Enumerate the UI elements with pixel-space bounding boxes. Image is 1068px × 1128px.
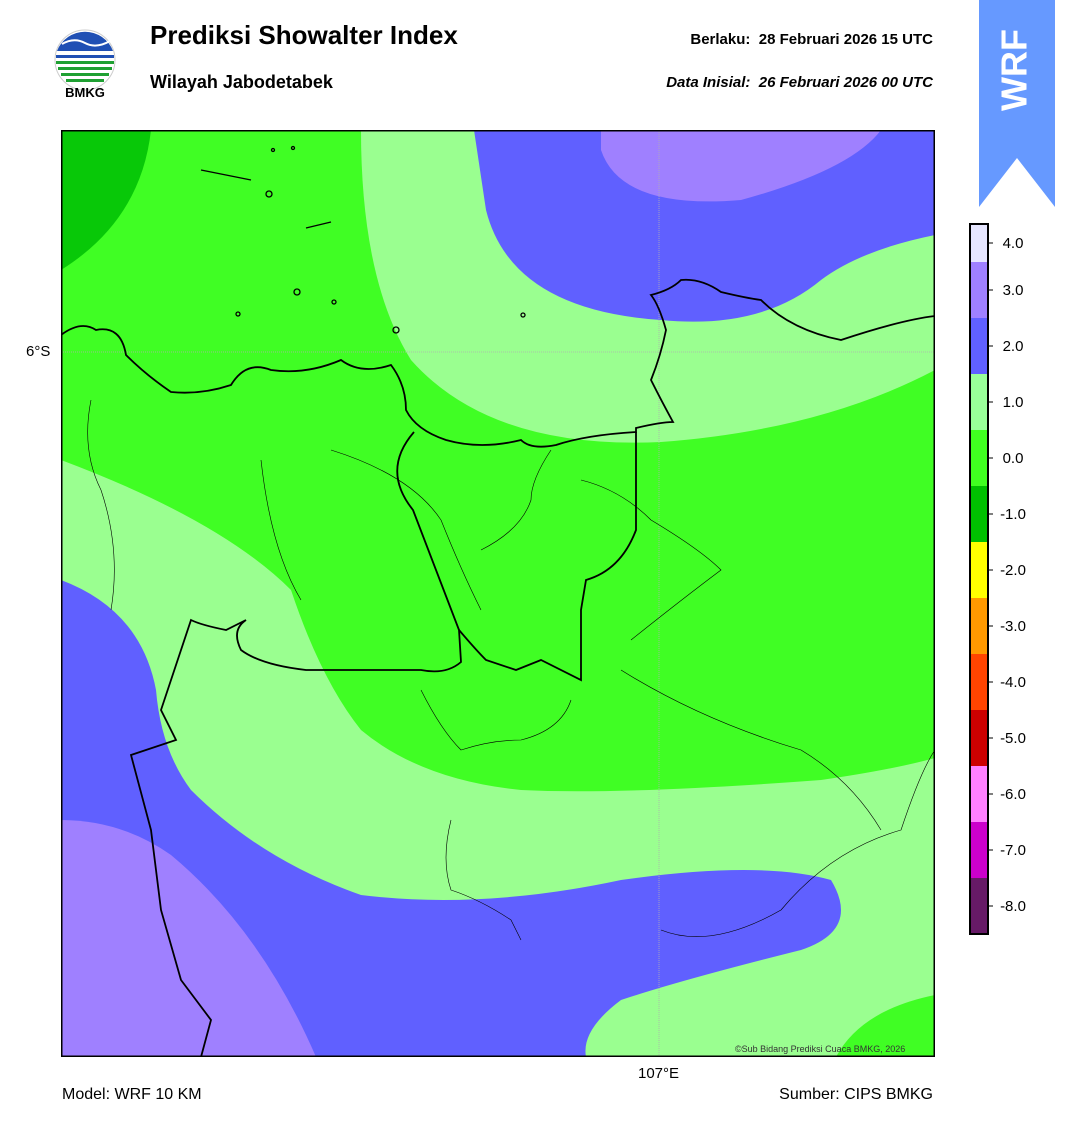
wrf-badge: WRF [979,0,1055,207]
colorbar-tick-label: -6.0 [1000,786,1026,803]
thousand-islands [200,145,526,334]
district-borders [87,399,935,941]
showalter-map [61,130,935,1057]
valid-value: 28 Februari 2026 15 UTC [758,31,933,48]
colorbar-segment [970,542,988,598]
colorbar-tick-label: -5.0 [1000,730,1026,747]
colorbar-tick-label: 3.0 [1003,282,1024,299]
colorbar-tick-label: 2.0 [1003,338,1024,355]
init-time: Data Inisial: 26 Februari 2026 00 UTC [666,74,933,91]
field-dark-green [61,130,151,270]
colorbar-segment [970,262,988,318]
colorbar: 4.0 3.0 2.0 1.0 0.0 -1.0 -2.0 -3.0 -4.0 -5.0 -6.0 -… [969,223,1026,935]
colorbar-tick-label: 0.0 [1003,450,1024,467]
valid-time: Berlaku: 28 Februari 2026 15 UTC [690,31,933,48]
lat-label: 6°S [26,343,51,360]
colorbar-segment [970,822,988,878]
source-label: Sumber: CIPS BMKG [779,1086,933,1103]
page-title: Prediksi Showalter Index [150,20,458,50]
province-border-west [129,431,462,1057]
init-label: Data Inisial: [666,74,751,91]
province-border-east [458,432,637,682]
colorbar-segment [970,430,988,486]
colorbar-segment [970,318,988,374]
colorbar-tick-label: -4.0 [1000,674,1026,691]
coastline [61,278,935,448]
wrf-badge-text: WRF [994,29,1035,111]
colorbar-tick-label: -7.0 [1000,842,1026,859]
valid-label: Berlaku: [690,31,751,48]
colorbar-tick-label: -2.0 [1000,562,1026,579]
bmkg-logo-icon [54,29,116,91]
field-violet-north [601,130,881,202]
colorbar-segment [970,598,988,654]
init-value: 26 Februari 2026 00 UTC [758,74,933,91]
field-green-southeast [836,995,935,1057]
field-blue-south [61,580,841,1057]
model-label: Model: WRF 10 KM [62,1086,202,1103]
colorbar-tick-label: -1.0 [1000,506,1026,523]
lon-label: 107°E [638,1065,680,1082]
colorbar-segment [970,224,988,262]
logo-text: BMKG [65,85,105,100]
colorbar-tick-label: 1.0 [1003,394,1024,411]
field-violet-south [61,820,316,1057]
colorbar-segment [970,878,988,934]
colorbar-segment [970,766,988,822]
page-subtitle: Wilayah Jabodetabek [150,72,333,92]
colorbar-segment [970,654,988,710]
colorbar-tick-label: -3.0 [1000,618,1026,635]
colorbar-segment [970,374,988,430]
field-blue-north [474,130,935,322]
map-frame [61,130,935,1057]
colorbar-segment [970,486,988,542]
credit-text: ©Sub Bidang Prediksi Cuaca BMKG, 2026 [735,1044,906,1054]
colorbar-tick-label: -8.0 [1000,898,1026,915]
colorbar-segment [970,710,988,766]
colorbar-frame [969,223,989,935]
colorbar-tick-label: 4.0 [1003,235,1024,252]
